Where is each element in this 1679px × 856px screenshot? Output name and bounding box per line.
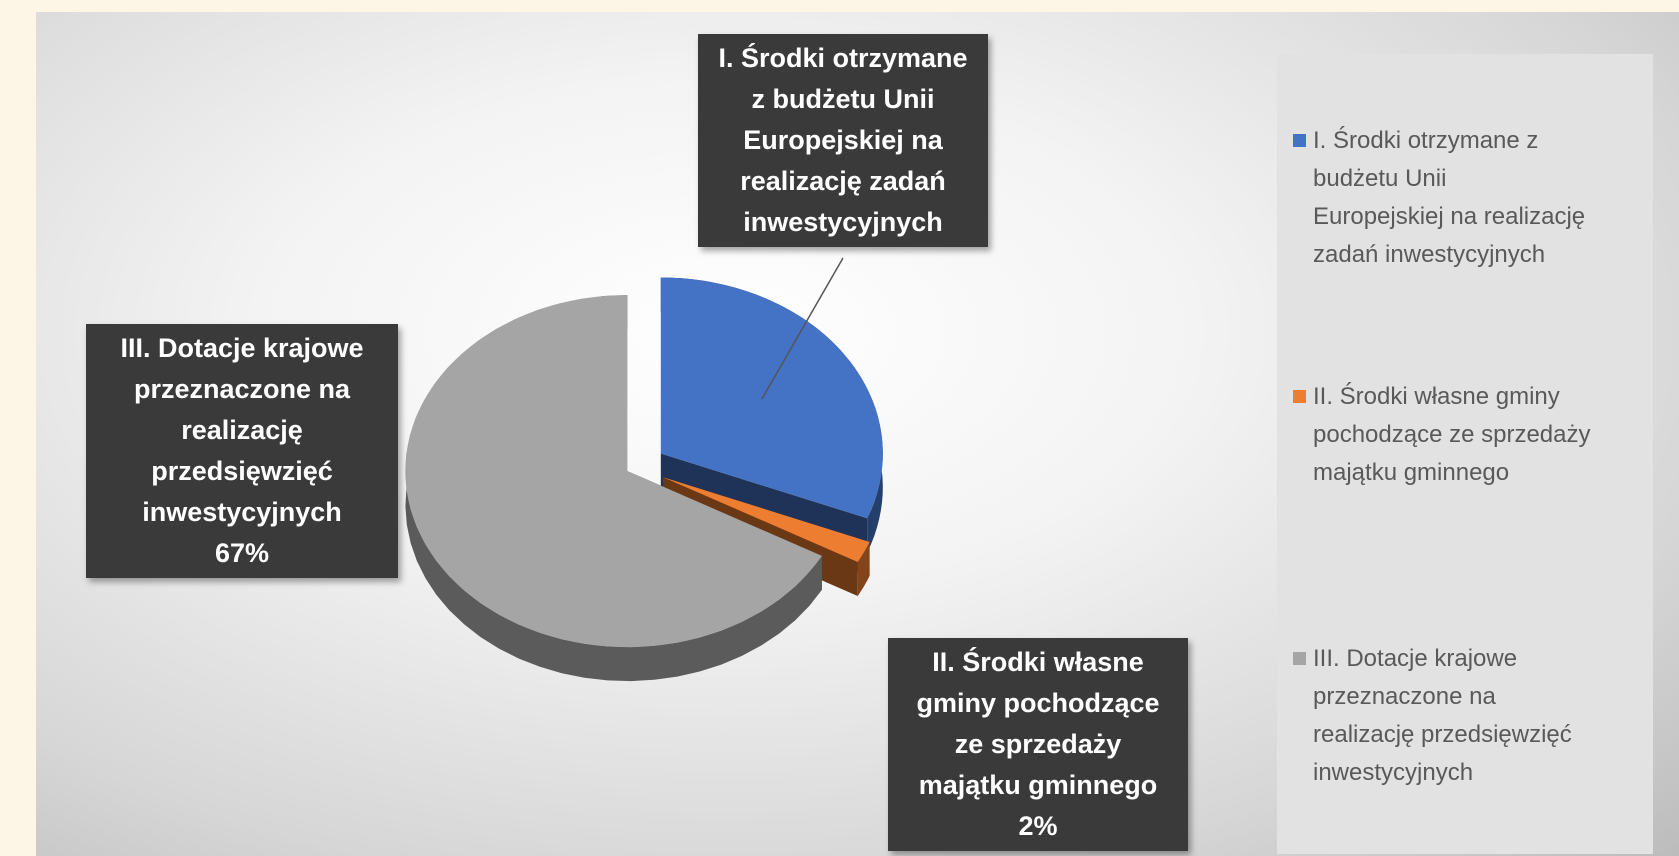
chart-legend: I. Środki otrzymane z budżetu Unii Europ… bbox=[1277, 54, 1653, 854]
data-label-eu-funds: I. Środki otrzymane z budżetu Unii Europ… bbox=[698, 34, 988, 247]
pie-slice-eu-funds bbox=[660, 277, 883, 519]
pie-slice-national-grants bbox=[405, 295, 822, 648]
legend-swatch-gray bbox=[1293, 652, 1306, 665]
legend-item-national-grants: III. Dotacje krajowe przeznaczone na rea… bbox=[1293, 640, 1643, 792]
data-label-own-funds: II. Środki własne gminy pochodzące ze sp… bbox=[888, 638, 1188, 851]
chart-area: I. Środki otrzymane z budżetu Unii Europ… bbox=[36, 12, 1679, 856]
leader-line-eu-funds bbox=[761, 257, 844, 400]
legend-swatch-orange bbox=[1293, 390, 1306, 403]
pie-chart bbox=[405, 257, 883, 682]
pie-slice-own-funds bbox=[663, 477, 870, 562]
pie-slice-own-funds-edge-0 bbox=[663, 477, 870, 577]
legend-item-own-funds: II. Środki własne gminy pochodzące ze sp… bbox=[1293, 378, 1643, 492]
legend-item-eu-funds: I. Środki otrzymane z budżetu Unii Europ… bbox=[1293, 122, 1643, 274]
pie-slice-own-funds-wall bbox=[857, 542, 870, 596]
legend-swatch-blue bbox=[1293, 134, 1306, 147]
data-label-national-grants: III. Dotacje krajowe przeznaczone na rea… bbox=[86, 324, 398, 578]
